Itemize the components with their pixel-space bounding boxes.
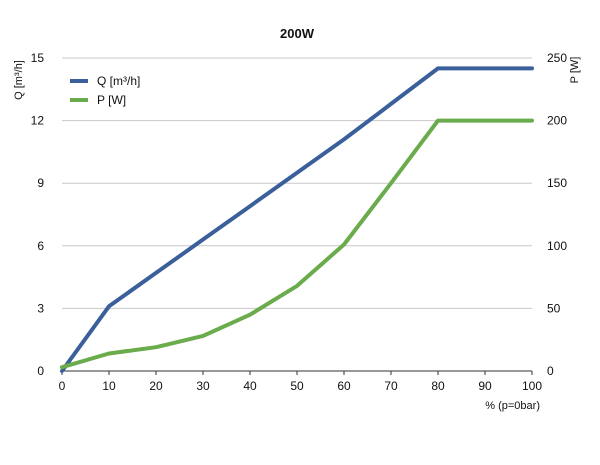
x-tick-label: 0 — [59, 379, 66, 393]
right-tick-label: 100 — [547, 239, 567, 253]
legend-label: Q [m³/h] — [97, 74, 140, 88]
right-tick-label: 0 — [547, 364, 554, 378]
left-tick-label: 15 — [31, 51, 45, 65]
series-lines — [60, 66, 534, 373]
x-tick-label: 20 — [149, 379, 163, 393]
legend: Q [m³/h] P [W] — [70, 74, 140, 107]
left-axis-title: Q [m³/h] — [13, 60, 25, 100]
left-tick-label: 3 — [37, 301, 44, 315]
right-tick-label: 50 — [547, 301, 561, 315]
series-line-p — [60, 118, 534, 370]
x-tick-label: 30 — [196, 379, 210, 393]
x-tick-label: 40 — [243, 379, 257, 393]
x-axis-title: % (p=0bar) — [485, 400, 540, 412]
left-tick-labels: 0 3 6 9 12 15 — [31, 51, 45, 378]
left-tick-label: 12 — [31, 114, 45, 128]
right-tick-label: 250 — [547, 51, 567, 65]
x-tick-label: 10 — [102, 379, 116, 393]
x-tick-label: 90 — [478, 379, 492, 393]
right-tick-labels: 0 50 100 150 200 250 — [547, 51, 567, 378]
x-tick-label: 50 — [290, 379, 304, 393]
right-tick-label: 150 — [547, 176, 567, 190]
legend-label: P [W] — [97, 93, 126, 107]
x-tick-label: 100 — [522, 379, 542, 393]
left-tick-label: 9 — [37, 176, 44, 190]
right-axis-title: P [W] — [569, 57, 581, 84]
left-tick-label: 6 — [37, 239, 44, 253]
x-tick-label: 70 — [384, 379, 398, 393]
right-tick-label: 200 — [547, 114, 567, 128]
series-line-q — [60, 66, 534, 373]
left-tick-label: 0 — [37, 364, 44, 378]
chart-title: 200W — [280, 26, 315, 41]
gridlines — [62, 57, 532, 372]
x-tick-label: 60 — [337, 379, 351, 393]
x-tick-label: 80 — [431, 379, 445, 393]
x-tick-labels: 0 10 20 30 40 50 60 70 80 90 100 — [59, 371, 542, 393]
